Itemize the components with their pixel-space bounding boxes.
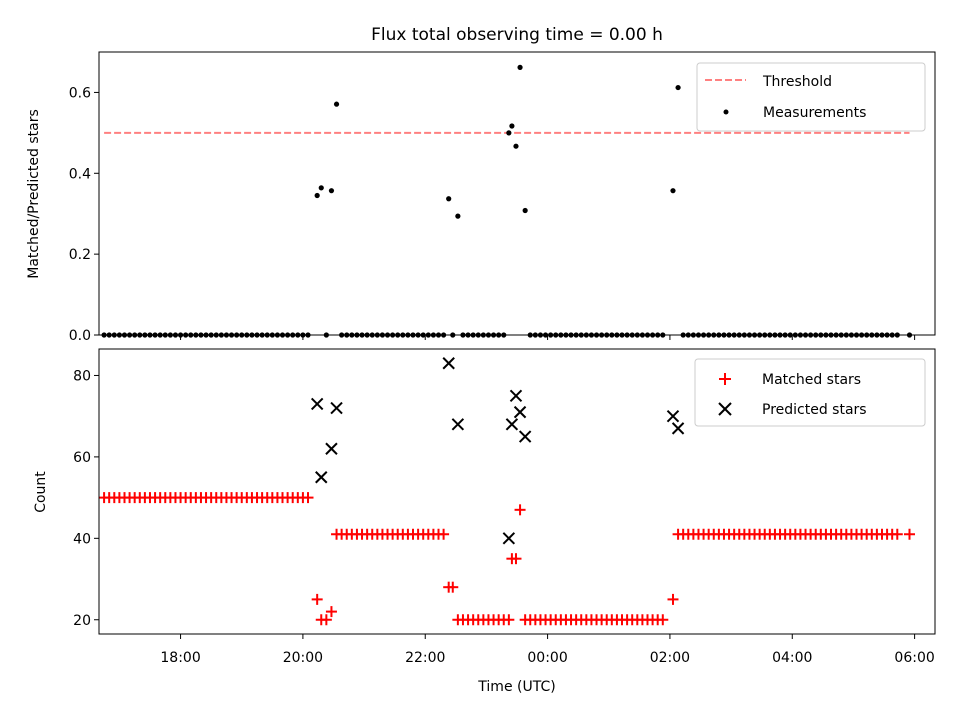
predicted-star-point [442, 357, 455, 370]
bottom-legend-box [694, 358, 926, 427]
matched-star-point [438, 528, 450, 540]
top-x-ticks [180, 335, 916, 340]
predicted-star-point [509, 389, 523, 403]
measurement-point [318, 185, 324, 191]
bottom-plot-area [98, 357, 916, 626]
matched-star-point [302, 492, 314, 504]
measurement-point [675, 84, 681, 91]
predicted-legend-label: Predicted stars [762, 402, 867, 418]
top-legend: Threshold Measurements [696, 62, 926, 132]
predicted-star-point [325, 442, 338, 455]
matched-star-point [320, 614, 332, 626]
matched-legend-marker [719, 373, 731, 385]
measurement-point [522, 207, 528, 214]
top-y-tick-label: 0.2 [69, 247, 91, 263]
matched-legend-label: Matched stars [762, 372, 861, 388]
measurement-point [446, 196, 452, 202]
measurement-point [506, 130, 512, 136]
chart-title: Flux total observing time = 0.00 h [371, 25, 663, 45]
measurements-legend-label: Measurements [763, 105, 866, 121]
matched-star-point [904, 528, 916, 540]
predicted-star-point [671, 422, 685, 435]
matched-star-point [311, 593, 323, 605]
bottom-y-axis-label: Count [33, 471, 49, 513]
x-tick-label: 02:00 [650, 650, 690, 666]
x-tick-label: 18:00 [160, 650, 200, 666]
matched-star-point [891, 528, 903, 540]
bottom-y-tick-label: 40 [73, 531, 91, 547]
measurement-point [333, 101, 340, 107]
top-panel: Flux total observing time = 0.00 h 0.00.… [26, 25, 936, 344]
measurement-point [517, 64, 523, 70]
x-tick-label: 06:00 [894, 650, 934, 666]
x-tick-label: 04:00 [772, 650, 812, 666]
measurement-point [328, 188, 335, 194]
matched-star-point [325, 606, 337, 618]
predicted-star-point [505, 418, 519, 431]
bottom-y-tick-label: 20 [73, 613, 91, 629]
top-y-axis-label: Matched/Predicted stars [26, 109, 42, 279]
bottom-y-tick-label: 60 [73, 450, 91, 466]
top-y-tick-label: 0.4 [69, 166, 91, 182]
bottom-axes-frame [98, 348, 936, 635]
predicted-star-point [451, 418, 465, 431]
measurement-point [314, 192, 320, 199]
x-tick-label: 20:00 [283, 650, 323, 666]
bottom-panel: 20 40 60 80 18:00 20:00 22:00 00:00 02:00 04:00 0… [33, 348, 936, 695]
bottom-x-ticks: 18:00 20:00 22:00 00:00 02:00 04:00 06:00 [160, 634, 935, 666]
predicted-star-point [502, 532, 516, 545]
predicted-star-point [310, 397, 324, 411]
matched-star-point [510, 553, 522, 565]
predicted-legend-marker [718, 402, 732, 416]
top-axes-frame [98, 51, 936, 336]
x-tick-label: 22:00 [405, 650, 445, 666]
matched-star-point [514, 504, 526, 516]
matched-star-point [657, 614, 669, 626]
top-y-tick-label: 0.0 [69, 328, 91, 344]
bottom-x-axis-label: Time (UTC) [477, 679, 555, 695]
bottom-y-ticks: 20 40 60 80 [73, 368, 99, 629]
bottom-legend: Matched stars Predicted stars [694, 358, 926, 427]
predicted-star-point [315, 471, 328, 484]
predicted-star-point [666, 409, 680, 423]
x-tick-label: 00:00 [527, 650, 567, 666]
bottom-y-tick-label: 80 [73, 368, 91, 384]
predicted-star-point [513, 405, 527, 419]
matched-star-point [503, 614, 515, 626]
measurement-point [455, 213, 461, 219]
matched-star-point [667, 593, 679, 605]
threshold-legend-label: Threshold [762, 74, 832, 90]
measurement-point [509, 123, 515, 129]
predicted-star-point [330, 401, 343, 415]
measurement-point [670, 188, 676, 194]
top-legend-box [696, 62, 926, 132]
measurement-point [513, 143, 519, 149]
top-y-ticks: 0.0 0.2 0.4 0.6 [69, 85, 99, 344]
measurements-legend-marker [723, 109, 729, 115]
top-y-tick-label: 0.6 [69, 85, 91, 101]
predicted-star-point [518, 430, 532, 443]
matched-star-point [447, 581, 459, 593]
